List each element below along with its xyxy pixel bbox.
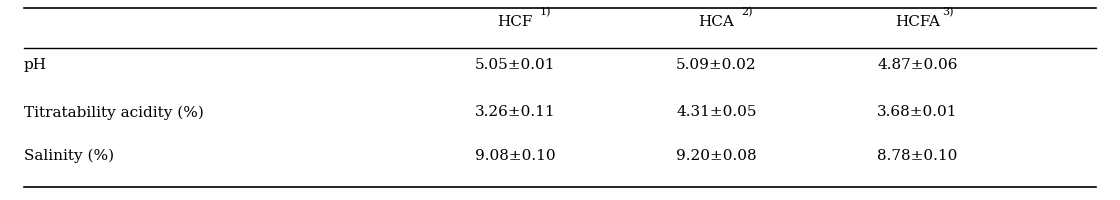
Text: 4.87±0.06: 4.87±0.06 [877,58,958,71]
Text: 9.20±0.08: 9.20±0.08 [676,148,757,162]
Text: 9.08±0.10: 9.08±0.10 [475,148,556,162]
Text: 8.78±0.10: 8.78±0.10 [877,148,958,162]
Text: 3): 3) [942,7,953,17]
Text: HCF: HCF [497,15,533,29]
Text: 2): 2) [741,7,753,17]
Text: Titratability acidity (%): Titratability acidity (%) [24,105,204,119]
Text: 1): 1) [540,7,551,17]
Text: 4.31±0.05: 4.31±0.05 [676,105,757,119]
Text: Salinity (%): Salinity (%) [24,148,114,162]
Text: HCA: HCA [699,15,735,29]
Text: pH: pH [24,58,47,71]
Text: 5.05±0.01: 5.05±0.01 [475,58,556,71]
Text: 3.26±0.11: 3.26±0.11 [475,105,556,119]
Text: 3.68±0.01: 3.68±0.01 [877,105,958,119]
Text: 5.09±0.02: 5.09±0.02 [676,58,757,71]
Text: HCFA: HCFA [895,15,940,29]
